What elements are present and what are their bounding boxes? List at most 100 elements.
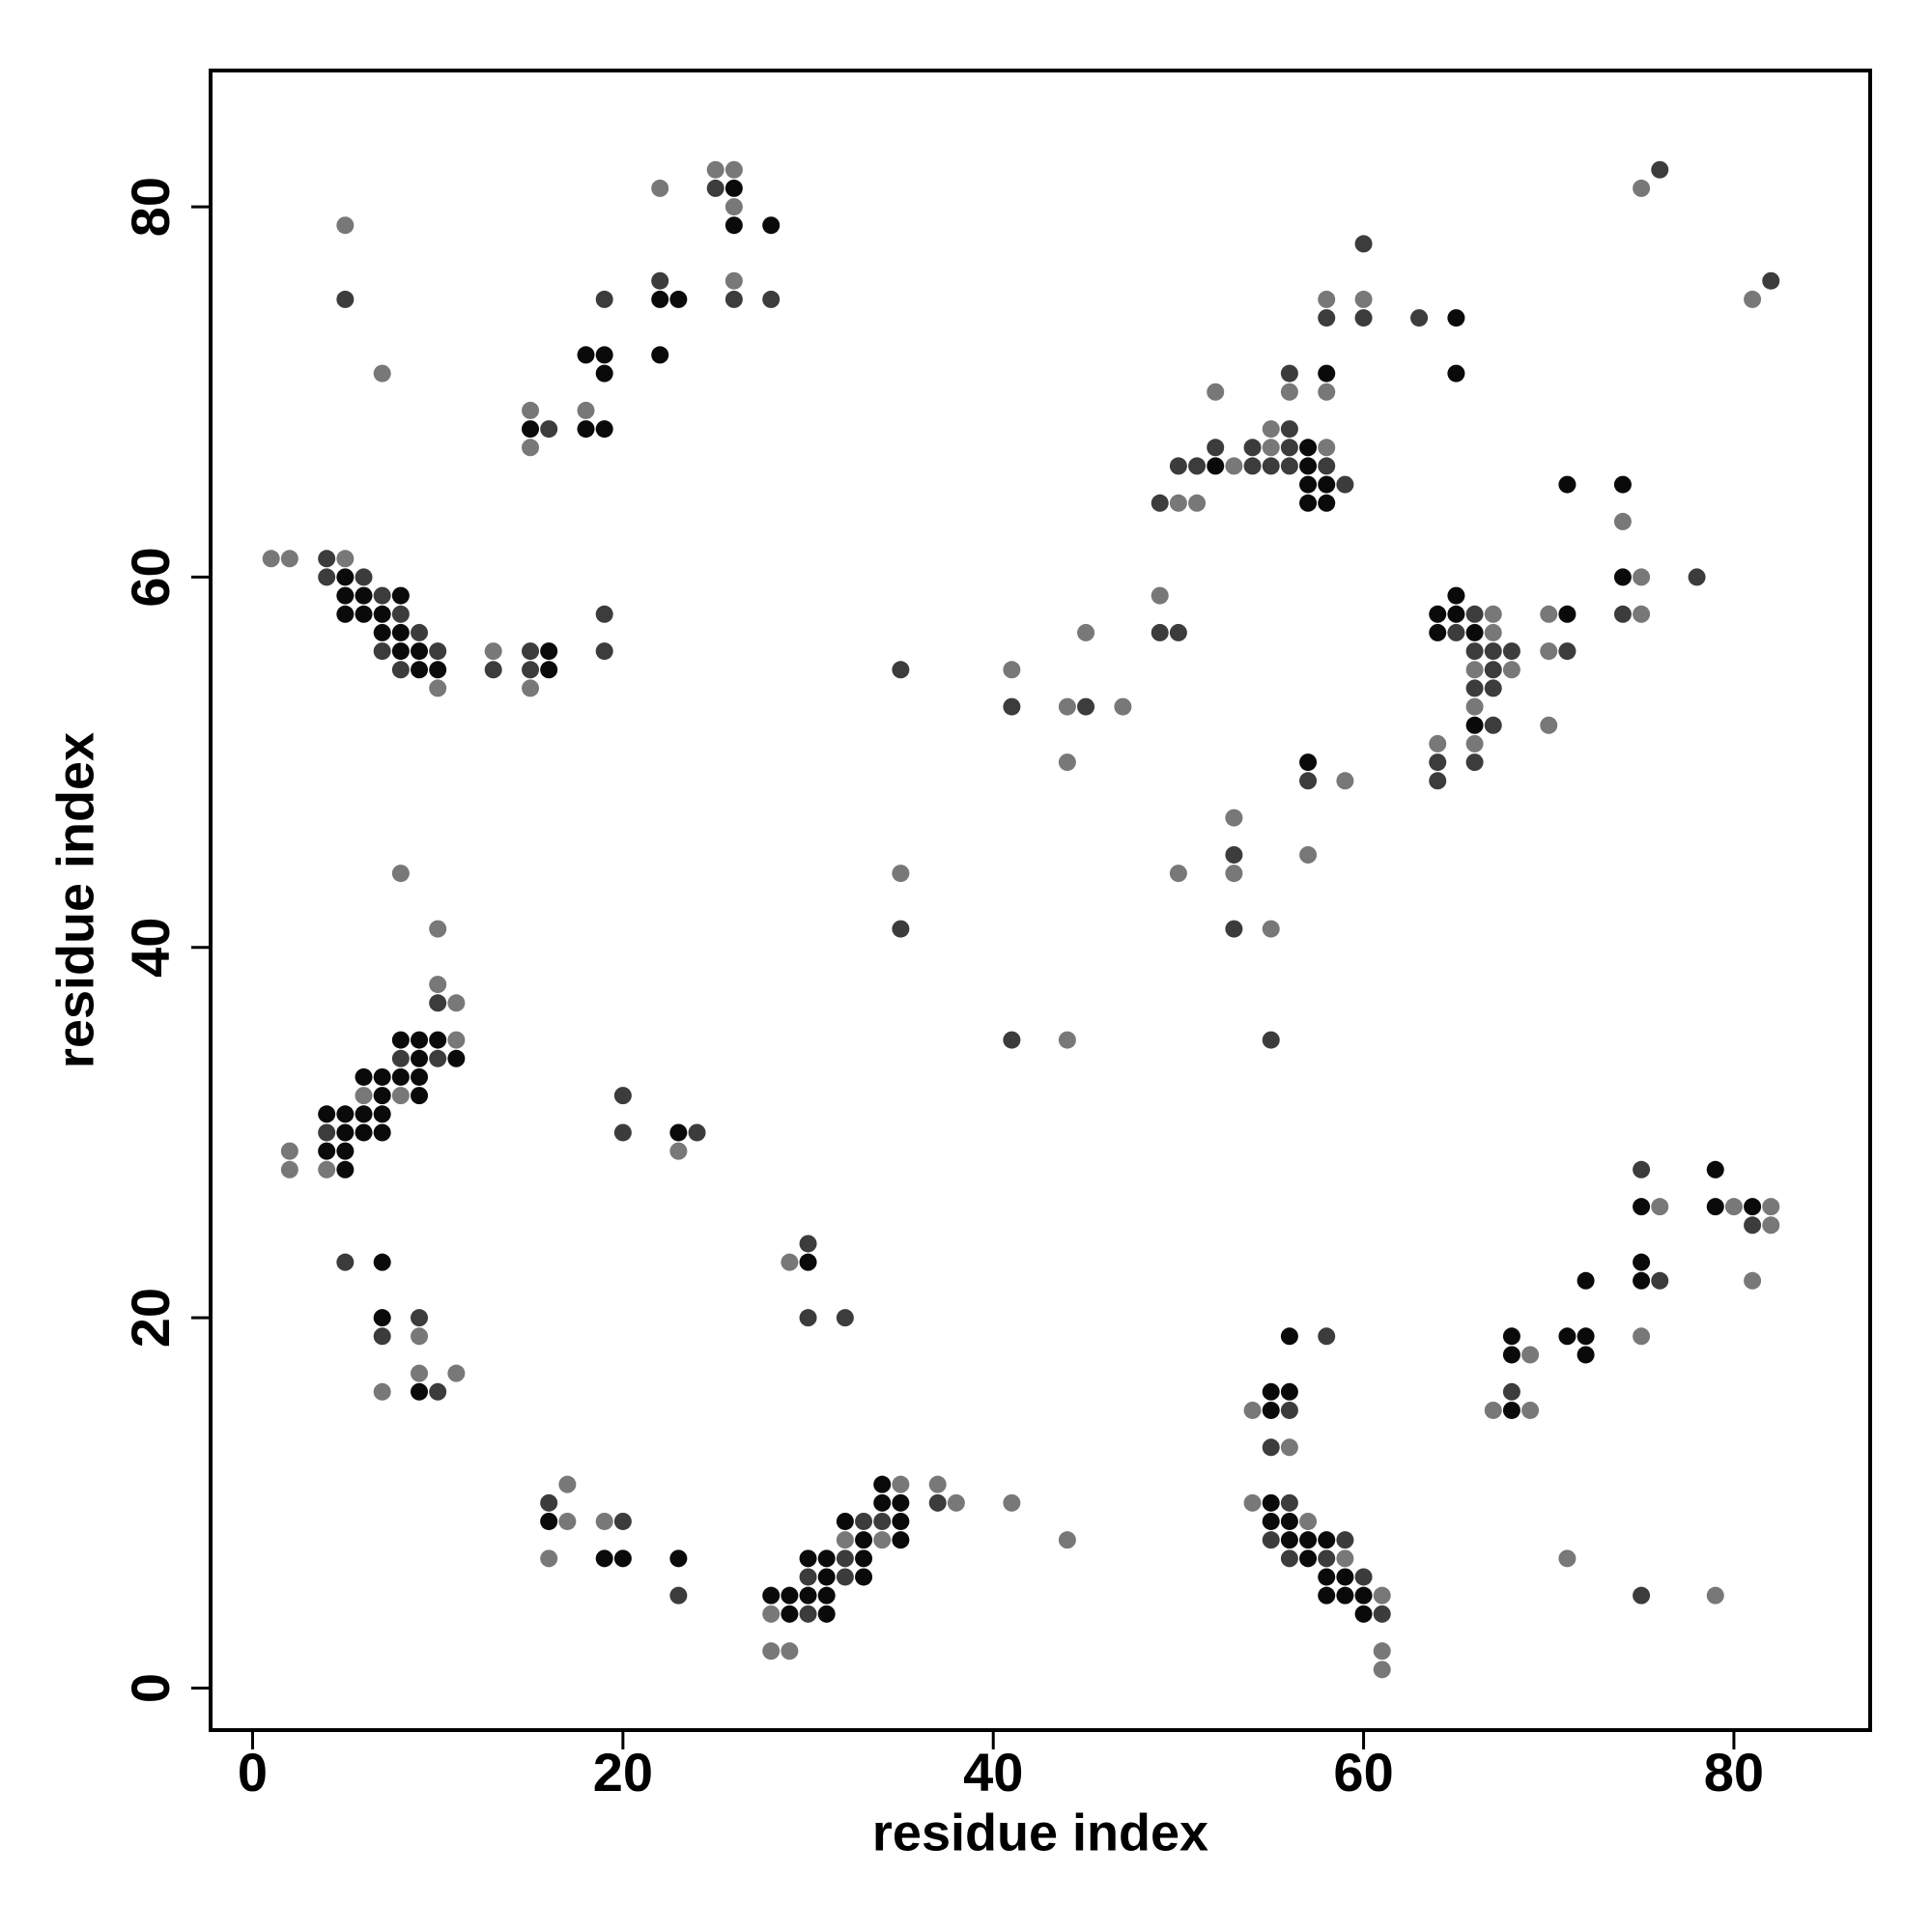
point: [373, 642, 391, 661]
point: [1299, 1531, 1318, 1549]
point: [1058, 697, 1076, 716]
point: [373, 1123, 391, 1142]
point: [1225, 457, 1243, 475]
point: [1484, 679, 1502, 697]
point: [1243, 1493, 1262, 1512]
point: [1613, 475, 1632, 494]
point: [1447, 605, 1465, 623]
point: [540, 1493, 558, 1512]
point: [373, 1327, 391, 1346]
point: [355, 1105, 373, 1123]
point: [1280, 1382, 1298, 1401]
point: [336, 1142, 355, 1160]
point: [1169, 865, 1187, 883]
point: [1762, 1216, 1780, 1235]
point: [1762, 271, 1780, 290]
point: [429, 976, 447, 994]
point: [799, 1309, 817, 1327]
point: [391, 605, 410, 623]
point: [355, 1123, 373, 1142]
point: [373, 364, 391, 383]
point: [1484, 623, 1502, 641]
point: [411, 1309, 429, 1327]
point: [1336, 1549, 1354, 1568]
point: [1577, 1327, 1595, 1346]
point: [522, 642, 540, 661]
point: [280, 1142, 298, 1160]
point: [1280, 439, 1298, 457]
point: [1299, 772, 1318, 790]
point: [669, 1123, 688, 1142]
y-tick-label: 40: [120, 918, 181, 978]
point: [1540, 605, 1558, 623]
point: [1354, 1586, 1373, 1605]
point: [318, 1160, 336, 1179]
point: [1373, 1661, 1391, 1679]
point: [1744, 1198, 1762, 1216]
point: [762, 1586, 781, 1605]
point: [1318, 309, 1336, 327]
point: [1465, 753, 1484, 772]
point: [1484, 1401, 1502, 1419]
point: [355, 1087, 373, 1105]
point: [595, 346, 613, 364]
point: [577, 420, 595, 439]
point: [1706, 1198, 1724, 1216]
point: [1003, 697, 1021, 716]
point: [855, 1549, 873, 1568]
point: [336, 290, 355, 308]
point: [1354, 1568, 1373, 1586]
point: [762, 290, 781, 308]
x-tick-label: 60: [1333, 1742, 1393, 1803]
point: [817, 1586, 836, 1605]
point: [1225, 920, 1243, 938]
point: [1502, 1327, 1520, 1346]
point: [1633, 1198, 1651, 1216]
point: [1706, 1160, 1724, 1179]
point: [411, 642, 429, 661]
point: [1151, 586, 1169, 605]
point: [1336, 772, 1354, 790]
point: [373, 1382, 391, 1401]
point: [540, 661, 558, 679]
point: [817, 1605, 836, 1623]
point: [522, 661, 540, 679]
point: [1336, 475, 1354, 494]
point: [429, 679, 447, 697]
point: [1447, 364, 1465, 383]
point: [1613, 512, 1632, 530]
point: [947, 1493, 965, 1512]
point: [391, 1031, 410, 1049]
point: [336, 550, 355, 568]
point: [1299, 439, 1318, 457]
point: [336, 586, 355, 605]
point: [1299, 845, 1318, 864]
point: [762, 1605, 781, 1623]
point: [1280, 383, 1298, 401]
point: [355, 1067, 373, 1086]
point: [892, 1493, 910, 1512]
point: [522, 401, 540, 419]
point: [429, 661, 447, 679]
point: [373, 1253, 391, 1271]
point: [429, 920, 447, 938]
point: [1744, 1216, 1762, 1235]
point: [892, 661, 910, 679]
point: [1354, 1605, 1373, 1623]
point: [855, 1568, 873, 1586]
point: [892, 920, 910, 938]
point: [873, 1493, 892, 1512]
point: [613, 1549, 632, 1568]
point: [595, 1549, 613, 1568]
point: [1633, 568, 1651, 586]
point: [706, 179, 724, 197]
x-tick-label: 80: [1704, 1742, 1764, 1803]
point: [1447, 623, 1465, 641]
point: [1465, 605, 1484, 623]
point: [1336, 1586, 1354, 1605]
point: [836, 1309, 854, 1327]
point: [1114, 697, 1132, 716]
point: [1429, 734, 1447, 753]
point: [355, 586, 373, 605]
point: [484, 661, 502, 679]
